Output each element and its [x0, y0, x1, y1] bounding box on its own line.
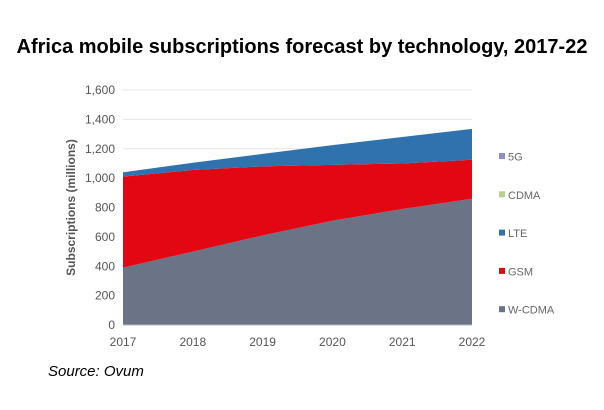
legend-label-5g: 5G [508, 152, 523, 164]
legend-label-lte: LTE [508, 228, 527, 240]
legend-swatch-cdma [499, 191, 505, 198]
legend-swatch-w-cdma [499, 306, 505, 313]
x-tick-label: 2020 [319, 335, 346, 349]
y-tick-label: 1,200 [85, 142, 115, 156]
y-tick-label: 800 [95, 201, 115, 215]
legend-swatch-5g [499, 153, 505, 159]
y-tick-label: 200 [95, 289, 115, 303]
source-note: Source: Ovum [48, 363, 144, 380]
x-tick-label: 2019 [249, 335, 276, 349]
legend-label-cdma: CDMA [508, 190, 541, 202]
area-lte [123, 128, 472, 177]
y-tick-label: 1,600 [85, 83, 115, 97]
chart-title: Africa mobile subscriptions forecast by … [16, 36, 588, 58]
legend-label-w-cdma: W-CDMA [508, 305, 555, 317]
y-tick-label: 600 [95, 230, 115, 244]
area-gsm [123, 159, 472, 268]
y-tick-label: 1,000 [85, 171, 115, 185]
x-tick-label: 2022 [459, 335, 486, 349]
y-tick-label: 0 [108, 318, 115, 332]
legend-swatch-lte [499, 229, 505, 236]
y-tick-label: 400 [95, 259, 115, 273]
legend-swatch-gsm [499, 267, 505, 274]
legend-label-gsm: GSM [508, 266, 533, 278]
x-tick-label: 2018 [179, 335, 206, 349]
y-axis-label: Subscriptions (millions) [64, 139, 78, 276]
area-w-cdma [123, 198, 472, 325]
y-tick-label: 1,400 [85, 112, 115, 126]
x-tick-label: 2017 [110, 335, 137, 349]
x-tick-label: 2021 [389, 335, 416, 349]
